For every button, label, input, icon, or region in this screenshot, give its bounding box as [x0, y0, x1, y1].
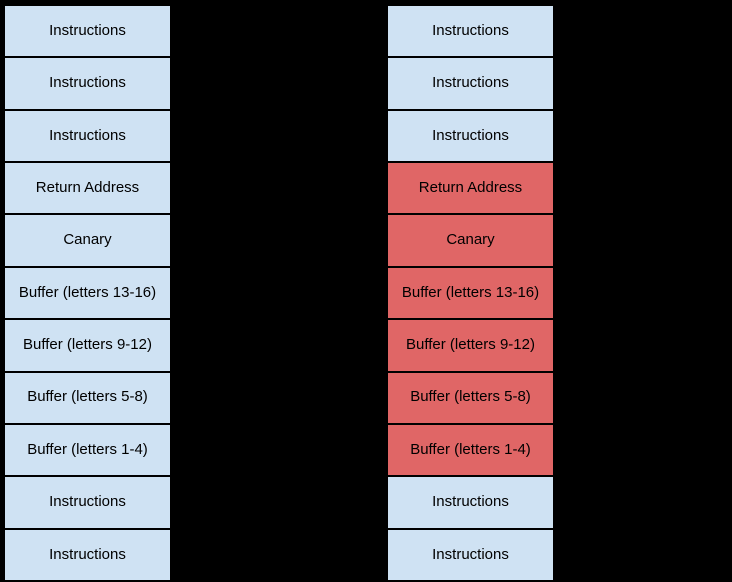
stack-column-left: Instructions Instructions Instructions R… — [3, 4, 172, 582]
cell-instructions: Instructions — [386, 56, 555, 111]
cell-instructions: Instructions — [386, 108, 555, 164]
cell-instructions: Instructions — [3, 4, 172, 59]
cell-buffer-9-12: Buffer (letters 9-12) — [386, 318, 555, 373]
cell-instructions: Instructions — [3, 475, 172, 530]
cell-return-address: Return Address — [386, 161, 555, 216]
cell-canary: Canary — [3, 213, 172, 268]
cell-instructions: Instructions — [3, 56, 172, 111]
cell-instructions: Instructions — [386, 475, 555, 530]
cell-buffer-5-8: Buffer (letters 5-8) — [386, 370, 555, 425]
cell-instructions: Instructions — [3, 108, 172, 164]
cell-buffer-13-16: Buffer (letters 13-16) — [3, 265, 172, 321]
cell-buffer-5-8: Buffer (letters 5-8) — [3, 370, 172, 425]
cell-instructions: Instructions — [386, 4, 555, 59]
cell-instructions: Instructions — [3, 527, 172, 582]
cell-buffer-1-4: Buffer (letters 1-4) — [386, 422, 555, 478]
cell-canary: Canary — [386, 213, 555, 268]
cell-return-address: Return Address — [3, 161, 172, 216]
cell-buffer-13-16: Buffer (letters 13-16) — [386, 265, 555, 321]
cell-buffer-1-4: Buffer (letters 1-4) — [3, 422, 172, 478]
cell-buffer-9-12: Buffer (letters 9-12) — [3, 318, 172, 373]
stack-column-right: Instructions Instructions Instructions R… — [386, 4, 555, 582]
cell-instructions: Instructions — [386, 527, 555, 582]
